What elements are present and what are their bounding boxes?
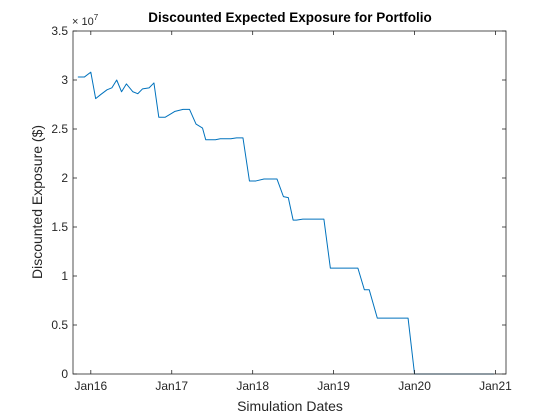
x-axis-ticks: Jan16 Jan17 Jan18 Jan19 Jan20 Jan21 [74,31,512,393]
x-axis-label: Simulation Dates [237,398,343,414]
x-tick-label: Jan19 [317,379,350,393]
y-tick-label: 1 [61,269,68,283]
x-tick-label: Jan21 [479,379,512,393]
y-tick-label: 0 [61,367,68,381]
y-axis-ticks: 0 0.5 1 1.5 2 2.5 3 3.5 [51,24,506,381]
y-axis-label: Discounted Exposure ($) [29,125,45,279]
y-axis-multiplier-base: × 10 [72,16,94,28]
axes-box [72,30,507,375]
x-tick-label: Jan17 [155,379,188,393]
data-layer [77,71,494,375]
y-tick-label: 3.5 [51,24,68,38]
y-tick-label: 0.5 [51,318,68,332]
y-axis-multiplier-exponent: 7 [94,13,99,22]
y-tick-label: 2.5 [51,122,68,136]
chart-title: Discounted Expected Exposure for Portfol… [148,10,432,25]
x-tick-label: Jan20 [398,379,431,393]
x-tick-label: Jan16 [74,379,107,393]
series-line-0 [77,71,494,375]
y-axis-multiplier: × 107 [72,13,99,28]
y-tick-label: 2 [61,171,68,185]
y-tick-label: 1.5 [51,220,68,234]
x-tick-label: Jan18 [236,379,269,393]
y-tick-label: 3 [61,73,68,87]
